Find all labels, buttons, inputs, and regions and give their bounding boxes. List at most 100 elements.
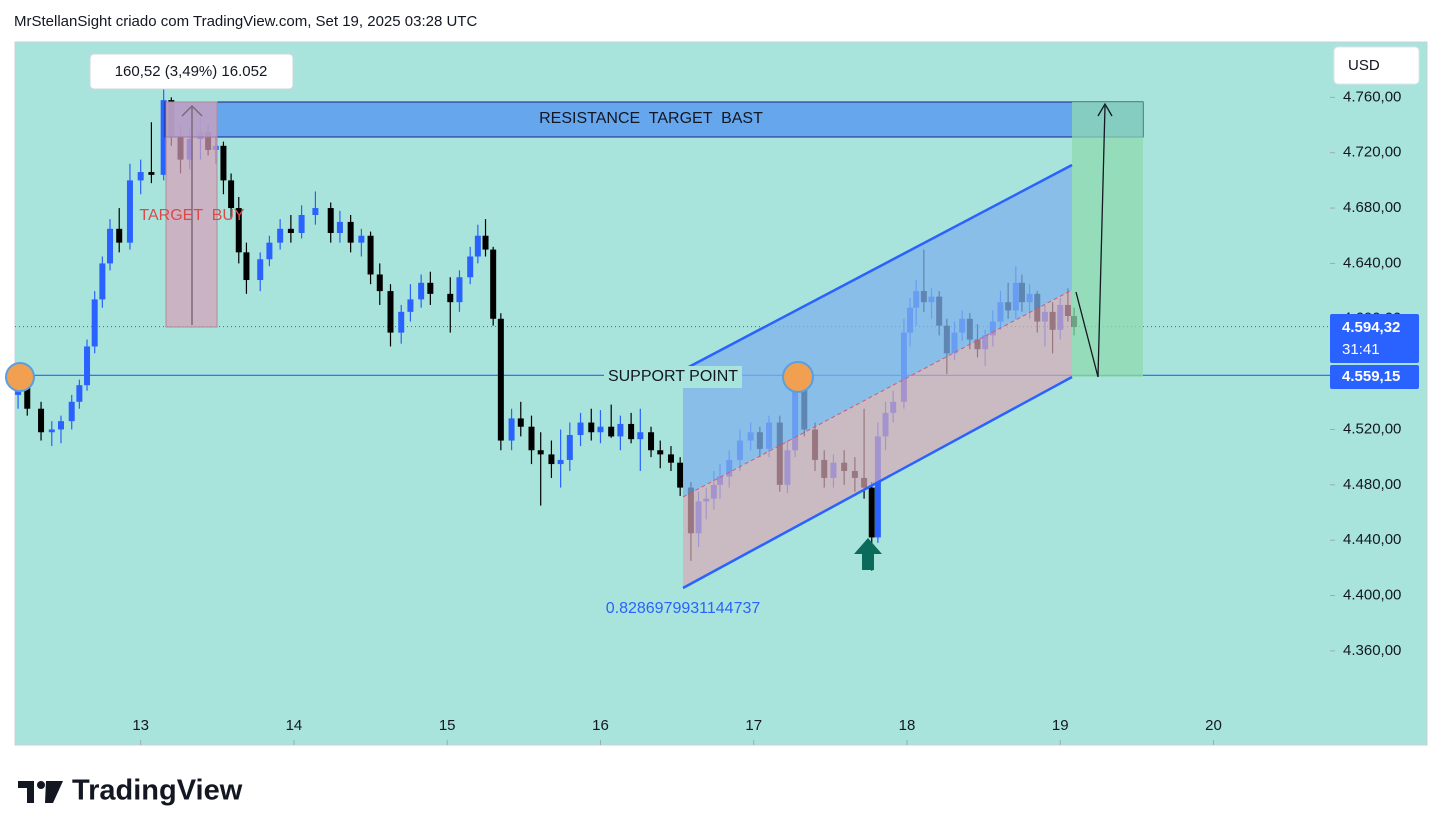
countdown: 31:41 — [1342, 341, 1380, 358]
candle-body — [474, 235, 481, 257]
candle-body — [557, 459, 564, 465]
support-label-bg — [604, 366, 742, 388]
brand: TradingView — [18, 775, 243, 807]
channel-mid-line — [682, 289, 1073, 498]
candle-body — [38, 408, 45, 433]
buy-arrow — [854, 538, 882, 570]
support-marker — [5, 362, 35, 392]
candle-body — [220, 145, 227, 181]
candle-body — [456, 277, 463, 303]
x-tick-label: 13 — [132, 717, 149, 734]
currency-box — [1333, 46, 1420, 85]
candle-body — [48, 429, 55, 433]
y-tick-label: 4.680,00 — [1343, 199, 1401, 216]
last-price: 4.594,32 — [1342, 319, 1400, 336]
x-tick-label: 14 — [286, 717, 303, 734]
candle-body — [467, 256, 474, 278]
resistance-box — [164, 101, 1144, 138]
candle-body — [24, 381, 31, 409]
candle-body — [266, 242, 273, 260]
header: MrStellanSight criado com TradingView.co… — [14, 13, 477, 30]
candle-body — [84, 346, 91, 386]
measure-tooltip — [89, 53, 294, 90]
candle-body — [517, 418, 524, 427]
candle-body — [116, 228, 123, 243]
channel-upper-line — [682, 163, 1073, 372]
candle-body — [76, 385, 83, 402]
candle-body — [228, 180, 235, 209]
candle-body — [148, 172, 155, 175]
candle-body — [447, 293, 454, 303]
candle-body — [566, 435, 573, 460]
y-tick-label: 4.520,00 — [1343, 420, 1401, 437]
candle-body — [577, 422, 584, 436]
candle-body — [608, 426, 615, 437]
projection-arrow — [1075, 105, 1106, 378]
x-tick-label: 18 — [899, 717, 916, 734]
currency: USD — [1348, 57, 1380, 74]
drawings: RESISTANCE TARGET BAST TARGET BUY SUPPOR… — [5, 53, 1144, 617]
candle-body — [657, 450, 664, 455]
x-tick-label: 15 — [439, 717, 456, 734]
candle-body — [868, 487, 875, 538]
candle-body — [235, 208, 242, 253]
ratio-label: 0.8286979931144737 — [606, 600, 761, 617]
x-tick-label: 16 — [592, 717, 609, 734]
candle-body — [137, 172, 144, 181]
candle-body — [358, 235, 365, 243]
support-price-tag — [1330, 365, 1419, 389]
candle-body — [287, 228, 294, 233]
x-tick-label: 17 — [745, 717, 762, 734]
resistance-label: RESISTANCE TARGET BAST — [539, 110, 763, 127]
candle-body — [91, 299, 98, 347]
y-tick-label: 4.360,00 — [1343, 642, 1401, 659]
candle-body — [407, 299, 414, 312]
candle-body — [243, 252, 250, 281]
channel-lower-fill — [683, 290, 1072, 588]
y-tick-label: 4.480,00 — [1343, 476, 1401, 493]
projection-arrow-head — [1097, 102, 1113, 117]
logo-part — [45, 781, 63, 803]
support-label: SUPPORT POINT — [608, 368, 738, 385]
target-zone — [1072, 102, 1143, 377]
candle-body — [68, 401, 75, 422]
candle-body — [637, 432, 644, 440]
candle-body — [427, 282, 434, 294]
y-tick-label: 4.720,00 — [1343, 144, 1401, 161]
candle-body — [126, 180, 133, 243]
candle-body — [312, 208, 319, 215]
logo-part — [37, 781, 45, 789]
brand-name: TradingView — [72, 775, 243, 807]
target-label: TARGET BUY — [139, 207, 245, 224]
candle-body — [336, 221, 343, 233]
candle-body — [418, 282, 425, 300]
support-marker — [782, 361, 814, 393]
candle-body — [648, 432, 655, 451]
candle-body — [160, 100, 167, 175]
candle-body — [347, 221, 354, 243]
candle-body — [508, 418, 515, 441]
candle-body — [874, 436, 881, 538]
candle-body — [597, 426, 604, 433]
channel-upper-fill — [683, 165, 1072, 497]
last-price-tag — [1330, 314, 1419, 363]
candle-body — [667, 454, 674, 463]
candle-body — [528, 426, 535, 451]
y-tick-label: 4.640,00 — [1343, 254, 1401, 271]
candle-body — [327, 208, 334, 233]
support-price: 4.559,15 — [1342, 368, 1400, 385]
measure-label: 160,52 (3,49%) 16.052 — [115, 63, 268, 80]
target-arrow-head — [181, 104, 203, 117]
y-tick-label: 4.400,00 — [1343, 587, 1401, 604]
candle-body — [376, 274, 383, 292]
candle-body — [367, 235, 374, 275]
candle-body — [490, 249, 497, 319]
candle-body — [57, 421, 64, 430]
candle-body — [107, 228, 114, 264]
candle-body — [537, 450, 544, 455]
axes: USD 4.360,00 4.400,00 4.440,00 4.480,00 4.52… — [132, 46, 1420, 745]
channel-lower-line — [682, 375, 1073, 590]
candle-body — [99, 263, 106, 300]
y-tick-label: 4.440,00 — [1343, 531, 1401, 548]
